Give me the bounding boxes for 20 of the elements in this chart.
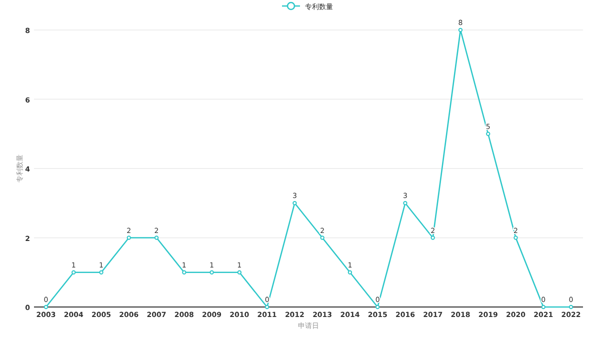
point: [430, 236, 435, 240]
point: [237, 270, 242, 274]
point: [126, 236, 131, 240]
point: [348, 270, 352, 274]
point: [403, 201, 408, 206]
point: [182, 270, 186, 274]
point: [99, 270, 104, 274]
point: [486, 132, 490, 136]
point: [320, 236, 324, 240]
point: [375, 304, 380, 310]
point: [264, 304, 270, 310]
point: [72, 270, 76, 274]
point: [514, 236, 518, 240]
point: [458, 28, 463, 32]
point: [568, 304, 574, 310]
point: [210, 270, 214, 274]
point: [541, 304, 546, 310]
point: [44, 304, 48, 310]
point: [154, 236, 159, 240]
point: [292, 201, 297, 206]
